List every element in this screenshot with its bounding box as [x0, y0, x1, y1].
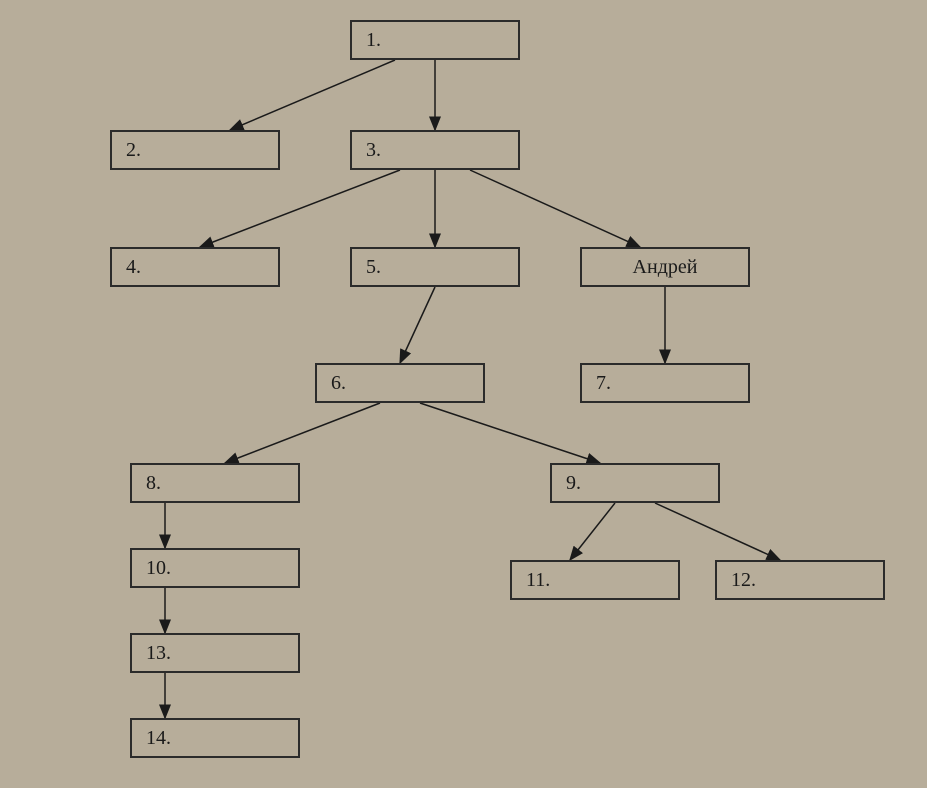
tree-node-label: 2.	[126, 139, 141, 162]
tree-node-label: 6.	[331, 372, 346, 395]
tree-node-n10: 10.	[130, 548, 300, 588]
tree-node-n7: 7.	[580, 363, 750, 403]
tree-node-n3: 3.	[350, 130, 520, 170]
tree-node-n13: 13.	[130, 633, 300, 673]
tree-node-label: 1.	[366, 29, 381, 52]
tree-node-label: Андрей	[633, 256, 698, 279]
tree-edge	[420, 403, 600, 463]
tree-node-n4: 4.	[110, 247, 280, 287]
tree-node-label: 9.	[566, 472, 581, 495]
tree-node-n9: 9.	[550, 463, 720, 503]
tree-node-n5: 5.	[350, 247, 520, 287]
tree-node-label: 4.	[126, 256, 141, 279]
tree-node-n1: 1.	[350, 20, 520, 60]
tree-edge	[400, 287, 435, 363]
tree-node-label: 8.	[146, 472, 161, 495]
tree-node-n2: 2.	[110, 130, 280, 170]
tree-node-label: 5.	[366, 256, 381, 279]
tree-edge	[230, 60, 395, 130]
tree-node-n12: 12.	[715, 560, 885, 600]
tree-node-n14: 14.	[130, 718, 300, 758]
tree-node-n6: 6.	[315, 363, 485, 403]
tree-edge	[225, 403, 380, 463]
tree-node-label: 10.	[146, 557, 171, 580]
tree-node-label: 11.	[526, 569, 550, 592]
tree-node-n11: 11.	[510, 560, 680, 600]
tree-edge	[655, 503, 780, 560]
tree-edge	[200, 170, 400, 247]
tree-node-label: 3.	[366, 139, 381, 162]
tree-node-label: 14.	[146, 727, 171, 750]
tree-node-n8: 8.	[130, 463, 300, 503]
tree-edge	[570, 503, 615, 560]
tree-node-nA: Андрей	[580, 247, 750, 287]
tree-node-label: 7.	[596, 372, 611, 395]
tree-node-label: 12.	[731, 569, 756, 592]
tree-edge	[470, 170, 640, 247]
tree-node-label: 13.	[146, 642, 171, 665]
